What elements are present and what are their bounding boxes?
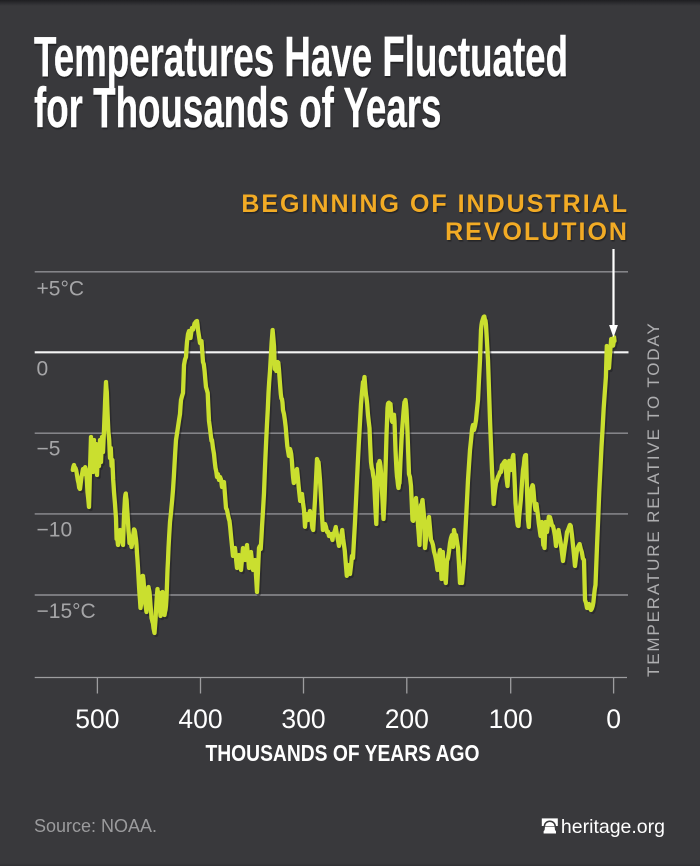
svg-text:300: 300 (281, 704, 325, 734)
svg-text:−10: −10 (37, 519, 73, 542)
svg-text:200: 200 (385, 704, 429, 734)
svg-text:−15°C: −15°C (37, 600, 96, 623)
svg-text:+5°C: +5°C (37, 277, 85, 300)
svg-text:0: 0 (606, 704, 621, 734)
svg-text:−5: −5 (37, 438, 61, 461)
svg-text:0: 0 (37, 358, 49, 381)
svg-text:400: 400 (178, 704, 222, 734)
svg-text:500: 500 (75, 704, 119, 734)
svg-text:100: 100 (489, 704, 533, 734)
svg-text:THOUSANDS OF YEARS AGO: THOUSANDS OF YEARS AGO (206, 740, 480, 766)
